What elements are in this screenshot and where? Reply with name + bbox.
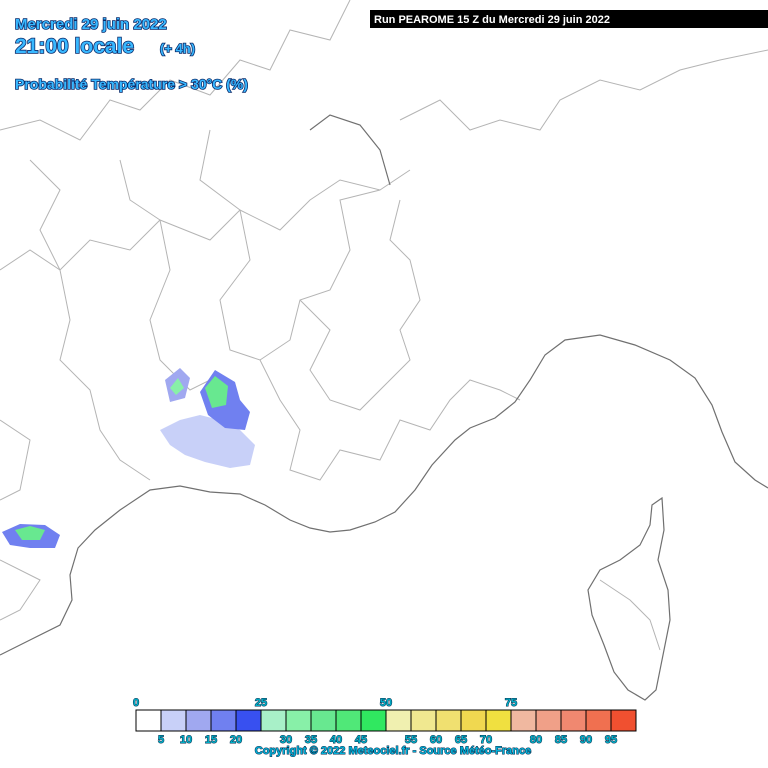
colorbar-box	[185, 709, 212, 732]
colorbar-label: 55	[405, 734, 417, 746]
colorbar-label: 0	[133, 697, 139, 709]
colorbar-label: 5	[158, 734, 164, 746]
colorbar-label: 85	[555, 734, 567, 746]
colorbar-box	[585, 709, 612, 732]
colorbar-label: 40	[330, 734, 342, 746]
colorbar-label: 90	[580, 734, 592, 746]
probability-areas	[2, 368, 255, 548]
colorbar-box	[135, 709, 162, 732]
product-title: Probabilité Température > 30°C (%)	[15, 76, 248, 92]
colorbar-label: 35	[305, 734, 317, 746]
colorbar-box	[385, 709, 412, 732]
colorbar-box	[285, 709, 312, 732]
colorbar-label: 30	[280, 734, 292, 746]
colorbar-box	[310, 709, 337, 732]
colorbar-box	[360, 709, 387, 732]
colorbar-label: 75	[505, 697, 517, 709]
colorbar-box	[535, 709, 562, 732]
colorbar-box	[610, 709, 637, 732]
colorbar-label: 95	[605, 734, 617, 746]
local-time: 21:00 locale	[15, 35, 134, 58]
colorbar-box	[460, 709, 487, 732]
colorbar-label: 80	[530, 734, 542, 746]
coastline	[0, 114, 768, 701]
date: Mercredi 29 juin 2022	[15, 16, 167, 33]
colorbar-label: 70	[480, 734, 492, 746]
run-banner: Run PEAROME 15 Z du Mercredi 29 juin 202…	[374, 14, 610, 26]
colorbar: 0 25 50 75 5 10 15 20 30 35 40 45 55 60 65 70 80 85 90 95	[132, 697, 637, 747]
colorbar-box	[510, 709, 537, 732]
colorbar-box	[235, 709, 262, 732]
colorbar-label: 20	[230, 734, 242, 746]
region-borders	[0, 0, 768, 651]
colorbar-label: 10	[180, 734, 192, 746]
colorbar-label: 45	[355, 734, 367, 746]
colorbar-box	[260, 709, 287, 732]
run-banner-bg	[370, 10, 768, 28]
copyright: Copyright © 2022 Meteociel.fr - Source M…	[255, 745, 531, 757]
colorbar-box	[410, 709, 437, 732]
colorbar-label: 60	[430, 734, 442, 746]
colorbar-label: 25	[255, 697, 267, 709]
colorbar-box	[485, 709, 512, 732]
colorbar-label: 65	[455, 734, 467, 746]
colorbar-box	[210, 709, 237, 732]
colorbar-label: 50	[380, 697, 392, 709]
colorbar-box	[560, 709, 587, 732]
colorbar-box	[160, 709, 187, 732]
time-offset: (+ 4h)	[160, 41, 195, 56]
colorbar-box	[435, 709, 462, 732]
colorbar-box	[335, 709, 362, 732]
colorbar-label: 15	[205, 734, 217, 746]
